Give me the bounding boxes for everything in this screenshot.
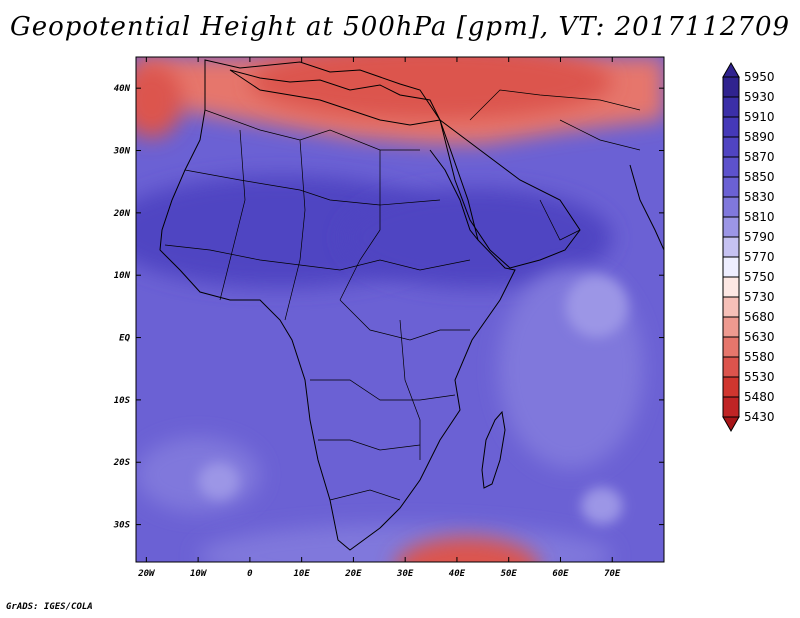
coastlines [159,59,664,551]
x-tick-label: 30E [396,569,414,579]
colorbar-swatch [722,376,740,398]
colorbar-label: 5850 [744,170,775,184]
colorbar-swatch [722,96,740,118]
plot-frame [135,56,665,563]
colorbar-swatch [722,356,740,378]
field-region-12 [396,537,539,562]
field-region-5 [198,462,240,500]
x-tick-label: 40E [449,569,466,579]
colorbar-label: 5530 [744,370,775,384]
colorbar-bottom-arrow [722,416,740,433]
colorbar-label: 5890 [744,130,775,144]
axes: 20W 10W 0 10E 20E 30E 40E 50E 60E 70E 40N 30N 20N 10N… [113,57,664,579]
madagascar-coastline [481,410,506,489]
y-tick-label: 40N [114,84,131,94]
mediterranean-coastline [229,69,441,126]
colorbar-swatch [722,336,740,358]
colorbar-label: 5950 [744,70,775,84]
field-region-4 [136,437,261,513]
x-tick-label: 0 [247,569,253,579]
colorbar-label: 5870 [744,150,775,164]
y-tick-label: 10N [114,271,131,281]
field-region-6 [581,487,623,525]
x-tick-label: 10W [190,569,208,579]
x-tick-label: 60E [552,569,569,579]
x-tick-label: 10E [294,569,311,579]
colorbar-swatch [722,256,740,278]
colorbar: 5950 5930 5910 5890 5870 5850 5830 5810 5790 5770… [722,61,775,433]
colorbar-label: 5830 [744,190,775,204]
colorbar-label: 5810 [744,210,775,224]
colorbar-label: 5750 [744,270,775,284]
colorbar-swatch [722,196,740,218]
x-tick-label: 20E [344,569,362,579]
colorbar-label: 5770 [744,250,775,264]
india-coastline [629,164,664,251]
colorbar-label: 5930 [744,90,775,104]
country-borders [164,89,641,501]
colorbar-label: 5480 [744,390,775,404]
colorbar-swatch [722,276,740,298]
colorbar-label: 5580 [744,350,775,364]
x-tick-label: 70E [604,569,621,579]
colorbar-label: 5910 [744,110,775,124]
field-region-10 [249,57,613,120]
red-sea-coastline [429,149,479,241]
y-tick-label: 20S [113,458,131,468]
colorbar-swatch [722,236,740,258]
x-tick-label: 20W [137,569,156,579]
y-tick-label: 10S [114,396,131,406]
colorbar-label: 5680 [744,310,775,324]
plot-area [136,57,664,562]
field-layer [136,57,664,562]
y-tick-label: 30S [113,521,131,531]
colorbar-swatch [722,396,740,418]
colorbar-label: 5430 [744,410,775,424]
colorbar-swatch [722,176,740,198]
colorbar-swatch [722,156,740,178]
colorbar-label: 5790 [744,230,775,244]
colorbar-label: 5630 [744,330,775,344]
footer-credit: GrADS: IGES/COLA [6,602,93,612]
chart-title: Geopotential Height at 500hPa [gpm], VT:… [9,12,791,42]
colorbar-swatch [722,116,740,138]
field-region-7 [565,275,628,338]
y-tick-label: EQ [119,334,130,344]
colorbar-swatch [722,296,740,318]
africa-coastline [159,59,516,551]
arabia-coastline [439,118,581,269]
field-region-11 [136,63,183,139]
x-tick-label: 50E [501,569,518,579]
colorbar-label: 5730 [744,290,775,304]
y-tick-label: 30N [113,147,131,157]
colorbar-swatch [722,76,740,98]
colorbar-top-arrow [722,61,740,78]
colorbar-swatch [722,136,740,158]
colorbar-swatch [722,216,740,238]
y-tick-label: 20N [113,209,131,219]
colorbar-swatch [722,316,740,338]
